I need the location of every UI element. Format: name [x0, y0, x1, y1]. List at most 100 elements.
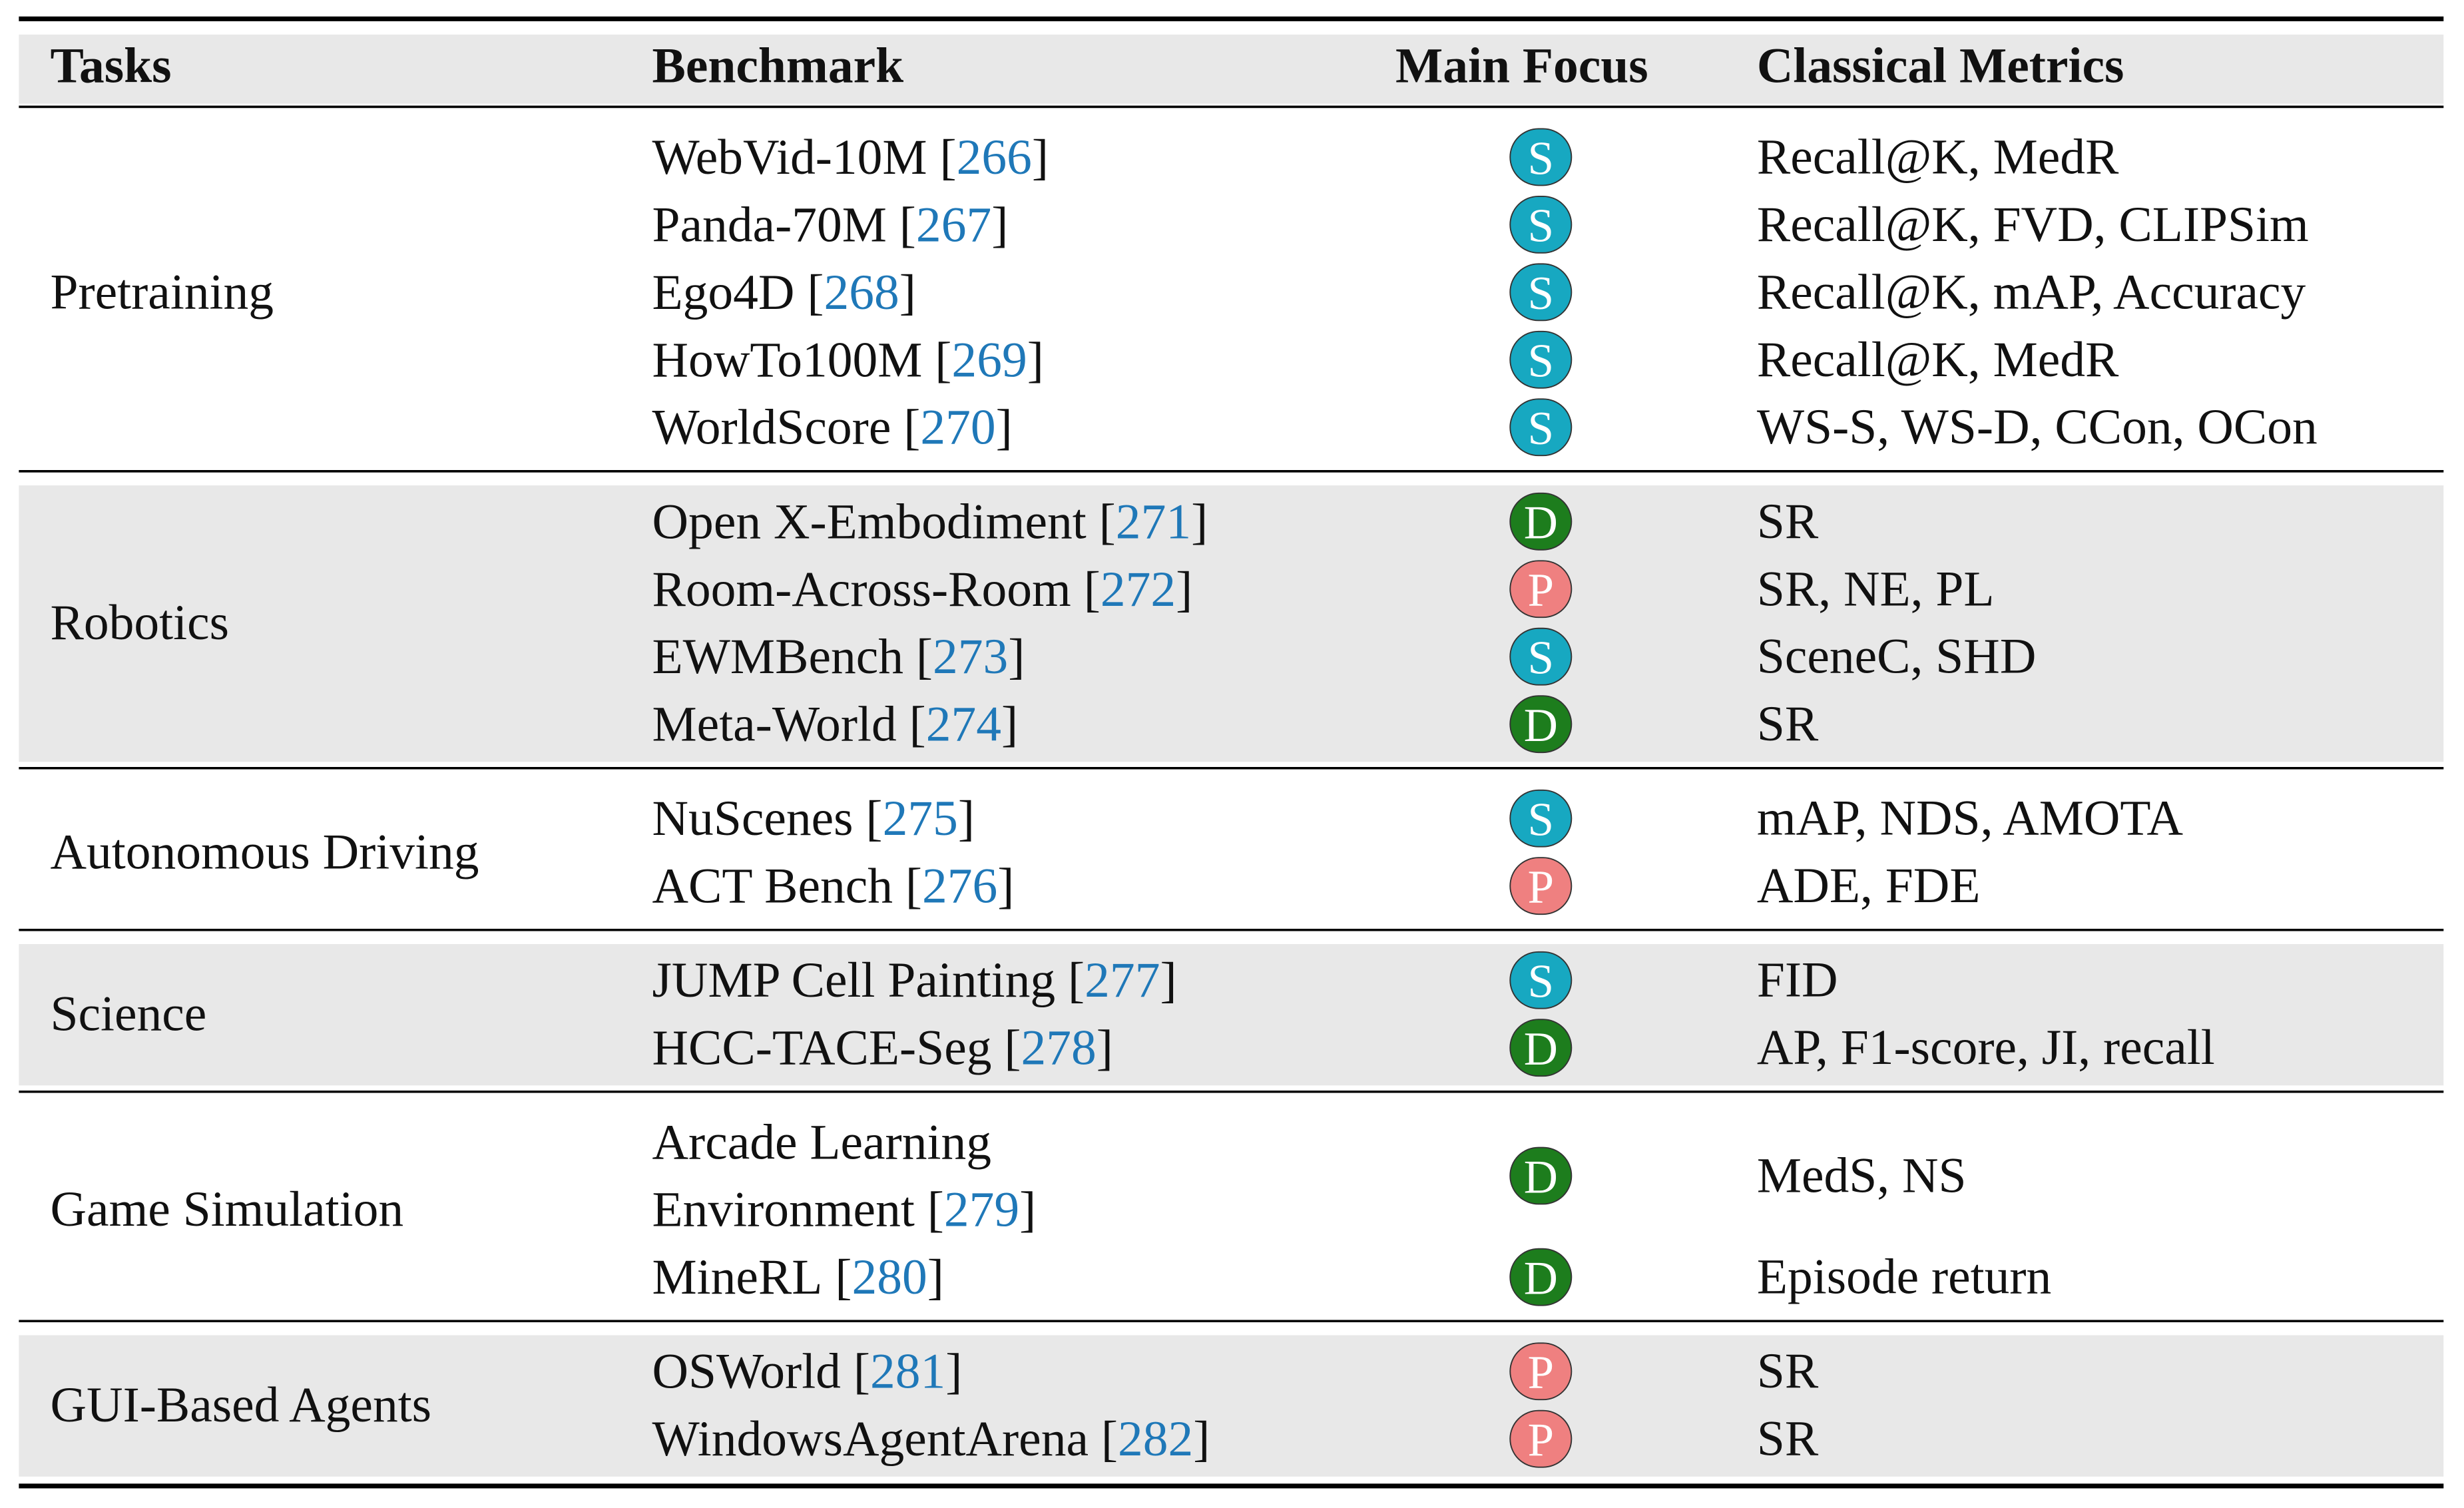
citation-bracket: ] [1001, 696, 1018, 752]
citation-bracket: ] [945, 1344, 962, 1399]
citation-ref: 272 [1101, 561, 1176, 617]
task-label: GUI-Based Agents [51, 1378, 432, 1433]
focus-badge [1509, 1019, 1573, 1077]
benchmark-text: Panda-70M [652, 197, 887, 252]
task-label: Autonomous Driving [51, 824, 479, 880]
citation-bracket: ] [1191, 494, 1208, 549]
citation-bracket: [ [903, 399, 920, 455]
benchmark-text: HCC-TACE-Seg [652, 1020, 992, 1075]
focus-letter: S [1528, 403, 1554, 455]
benchmark-name: Arcade Learning [652, 1115, 991, 1170]
group-band [19, 943, 2444, 1086]
citation-bracket: [ [865, 791, 882, 846]
citation-bracket: [ [899, 197, 916, 252]
citation-bracket: [ [807, 264, 824, 320]
citation-ref: 270 [920, 399, 995, 455]
citation-ref: 271 [1116, 494, 1191, 549]
citation-ref: 268 [824, 264, 899, 320]
group-band [19, 485, 2444, 762]
citation-ref: 282 [1118, 1411, 1193, 1467]
citation-bracket: ] [958, 791, 975, 846]
focus-badge [1509, 263, 1573, 322]
group-band [19, 1335, 2444, 1477]
metrics: Recall@K, mAP, Accuracy [1757, 264, 2306, 320]
task-label: Science [51, 986, 207, 1041]
benchmark-name: ACT Bench [276] [652, 858, 1015, 913]
focus-badge [1509, 492, 1573, 551]
citation-bracket: ] [1193, 1411, 1210, 1467]
benchmark-name: Open X-Embodiment [271] [652, 494, 1208, 549]
focus-letter: D [1524, 1151, 1558, 1203]
metrics: ADE, FDE [1757, 858, 1981, 913]
citation-bracket: ] [997, 858, 1014, 913]
benchmark-name: EWMBench [273] [652, 629, 1025, 684]
benchmark-text: HowTo100M [652, 332, 923, 387]
citation-ref: 280 [852, 1250, 927, 1305]
column-header: Benchmark [652, 39, 904, 94]
benchmark-text: Room-Across-Room [652, 561, 1071, 617]
benchmark-text: WorldScore [652, 399, 891, 455]
focus-badge [1509, 330, 1573, 389]
citation-bracket: [ [835, 1250, 852, 1305]
metrics: SR [1757, 494, 1819, 549]
benchmark-text: JUMP Cell Painting [652, 953, 1056, 1008]
focus-letter: S [1528, 336, 1554, 387]
focus-badge [1509, 627, 1573, 686]
citation-ref: 269 [951, 332, 1027, 387]
citation-bracket: [ [905, 858, 922, 913]
citation-ref: 279 [944, 1182, 1019, 1237]
focus-badge [1509, 195, 1573, 254]
benchmark-text: ACT Bench [652, 858, 893, 913]
metrics: SR, NE, PL [1757, 561, 1995, 617]
benchmark-name: Room-Across-Room [272] [652, 561, 1193, 617]
citation-bracket: [ [909, 696, 926, 752]
focus-badge [1509, 1248, 1573, 1306]
benchmark-name: WorldScore [270] [652, 399, 1013, 455]
benchmark-text: WindowsAgentArena [652, 1411, 1089, 1467]
metrics: SR [1757, 1411, 1819, 1467]
citation-bracket: [ [916, 629, 933, 684]
header-band [19, 34, 2444, 104]
citation-bracket: ] [1160, 953, 1176, 1008]
focus-letter: S [1528, 794, 1554, 846]
citation-bracket: [ [935, 332, 951, 387]
benchmark-name: WindowsAgentArena [282] [652, 1411, 1210, 1467]
task-label: Game Simulation [51, 1182, 404, 1237]
metrics: Recall@K, FVD, CLIPSim [1757, 197, 2309, 252]
focus-letter: D [1524, 497, 1558, 549]
metrics: FID [1757, 953, 1838, 1008]
column-header: Tasks [51, 39, 172, 94]
metrics: Recall@K, MedR [1757, 129, 2119, 184]
focus-letter: D [1524, 700, 1558, 752]
citation-bracket: [ [854, 1344, 870, 1399]
benchmark-name: JUMP Cell Painting [277] [652, 953, 1177, 1008]
column-header: Classical Metrics [1757, 39, 2124, 94]
focus-badge [1509, 128, 1573, 186]
benchmark-name: NuScenes [275] [652, 791, 975, 846]
benchmark-text: Ego4D [652, 264, 795, 320]
citation-ref: 281 [870, 1344, 945, 1399]
benchmark-text: Environment [652, 1182, 915, 1237]
citation-bracket: [ [1068, 953, 1085, 1008]
citation-bracket: ] [1176, 561, 1192, 617]
citation-bracket: ] [1019, 1182, 1036, 1237]
benchmark-text: NuScenes [652, 791, 854, 846]
benchmark-name: Environment [279] [652, 1182, 1037, 1237]
benchmark-text: EWMBench [652, 629, 903, 684]
focus-letter: S [1528, 132, 1554, 184]
focus-badge [1509, 695, 1573, 754]
focus-badge [1509, 951, 1573, 1009]
citation-bracket: ] [927, 1250, 944, 1305]
citation-bracket: ] [1032, 129, 1049, 184]
citation-bracket: ] [1027, 332, 1044, 387]
citation-bracket: [ [1099, 494, 1116, 549]
citation-ref: 277 [1085, 953, 1160, 1008]
column-header: Main Focus [1395, 39, 1648, 94]
citation-ref: 266 [957, 129, 1032, 184]
citation-ref: 267 [916, 197, 991, 252]
benchmark-name: OSWorld [281] [652, 1344, 963, 1399]
focus-badge [1509, 1409, 1573, 1468]
citation-bracket: ] [899, 264, 916, 320]
focus-badge [1509, 1146, 1573, 1205]
benchmark-name: MineRL [280] [652, 1250, 944, 1305]
